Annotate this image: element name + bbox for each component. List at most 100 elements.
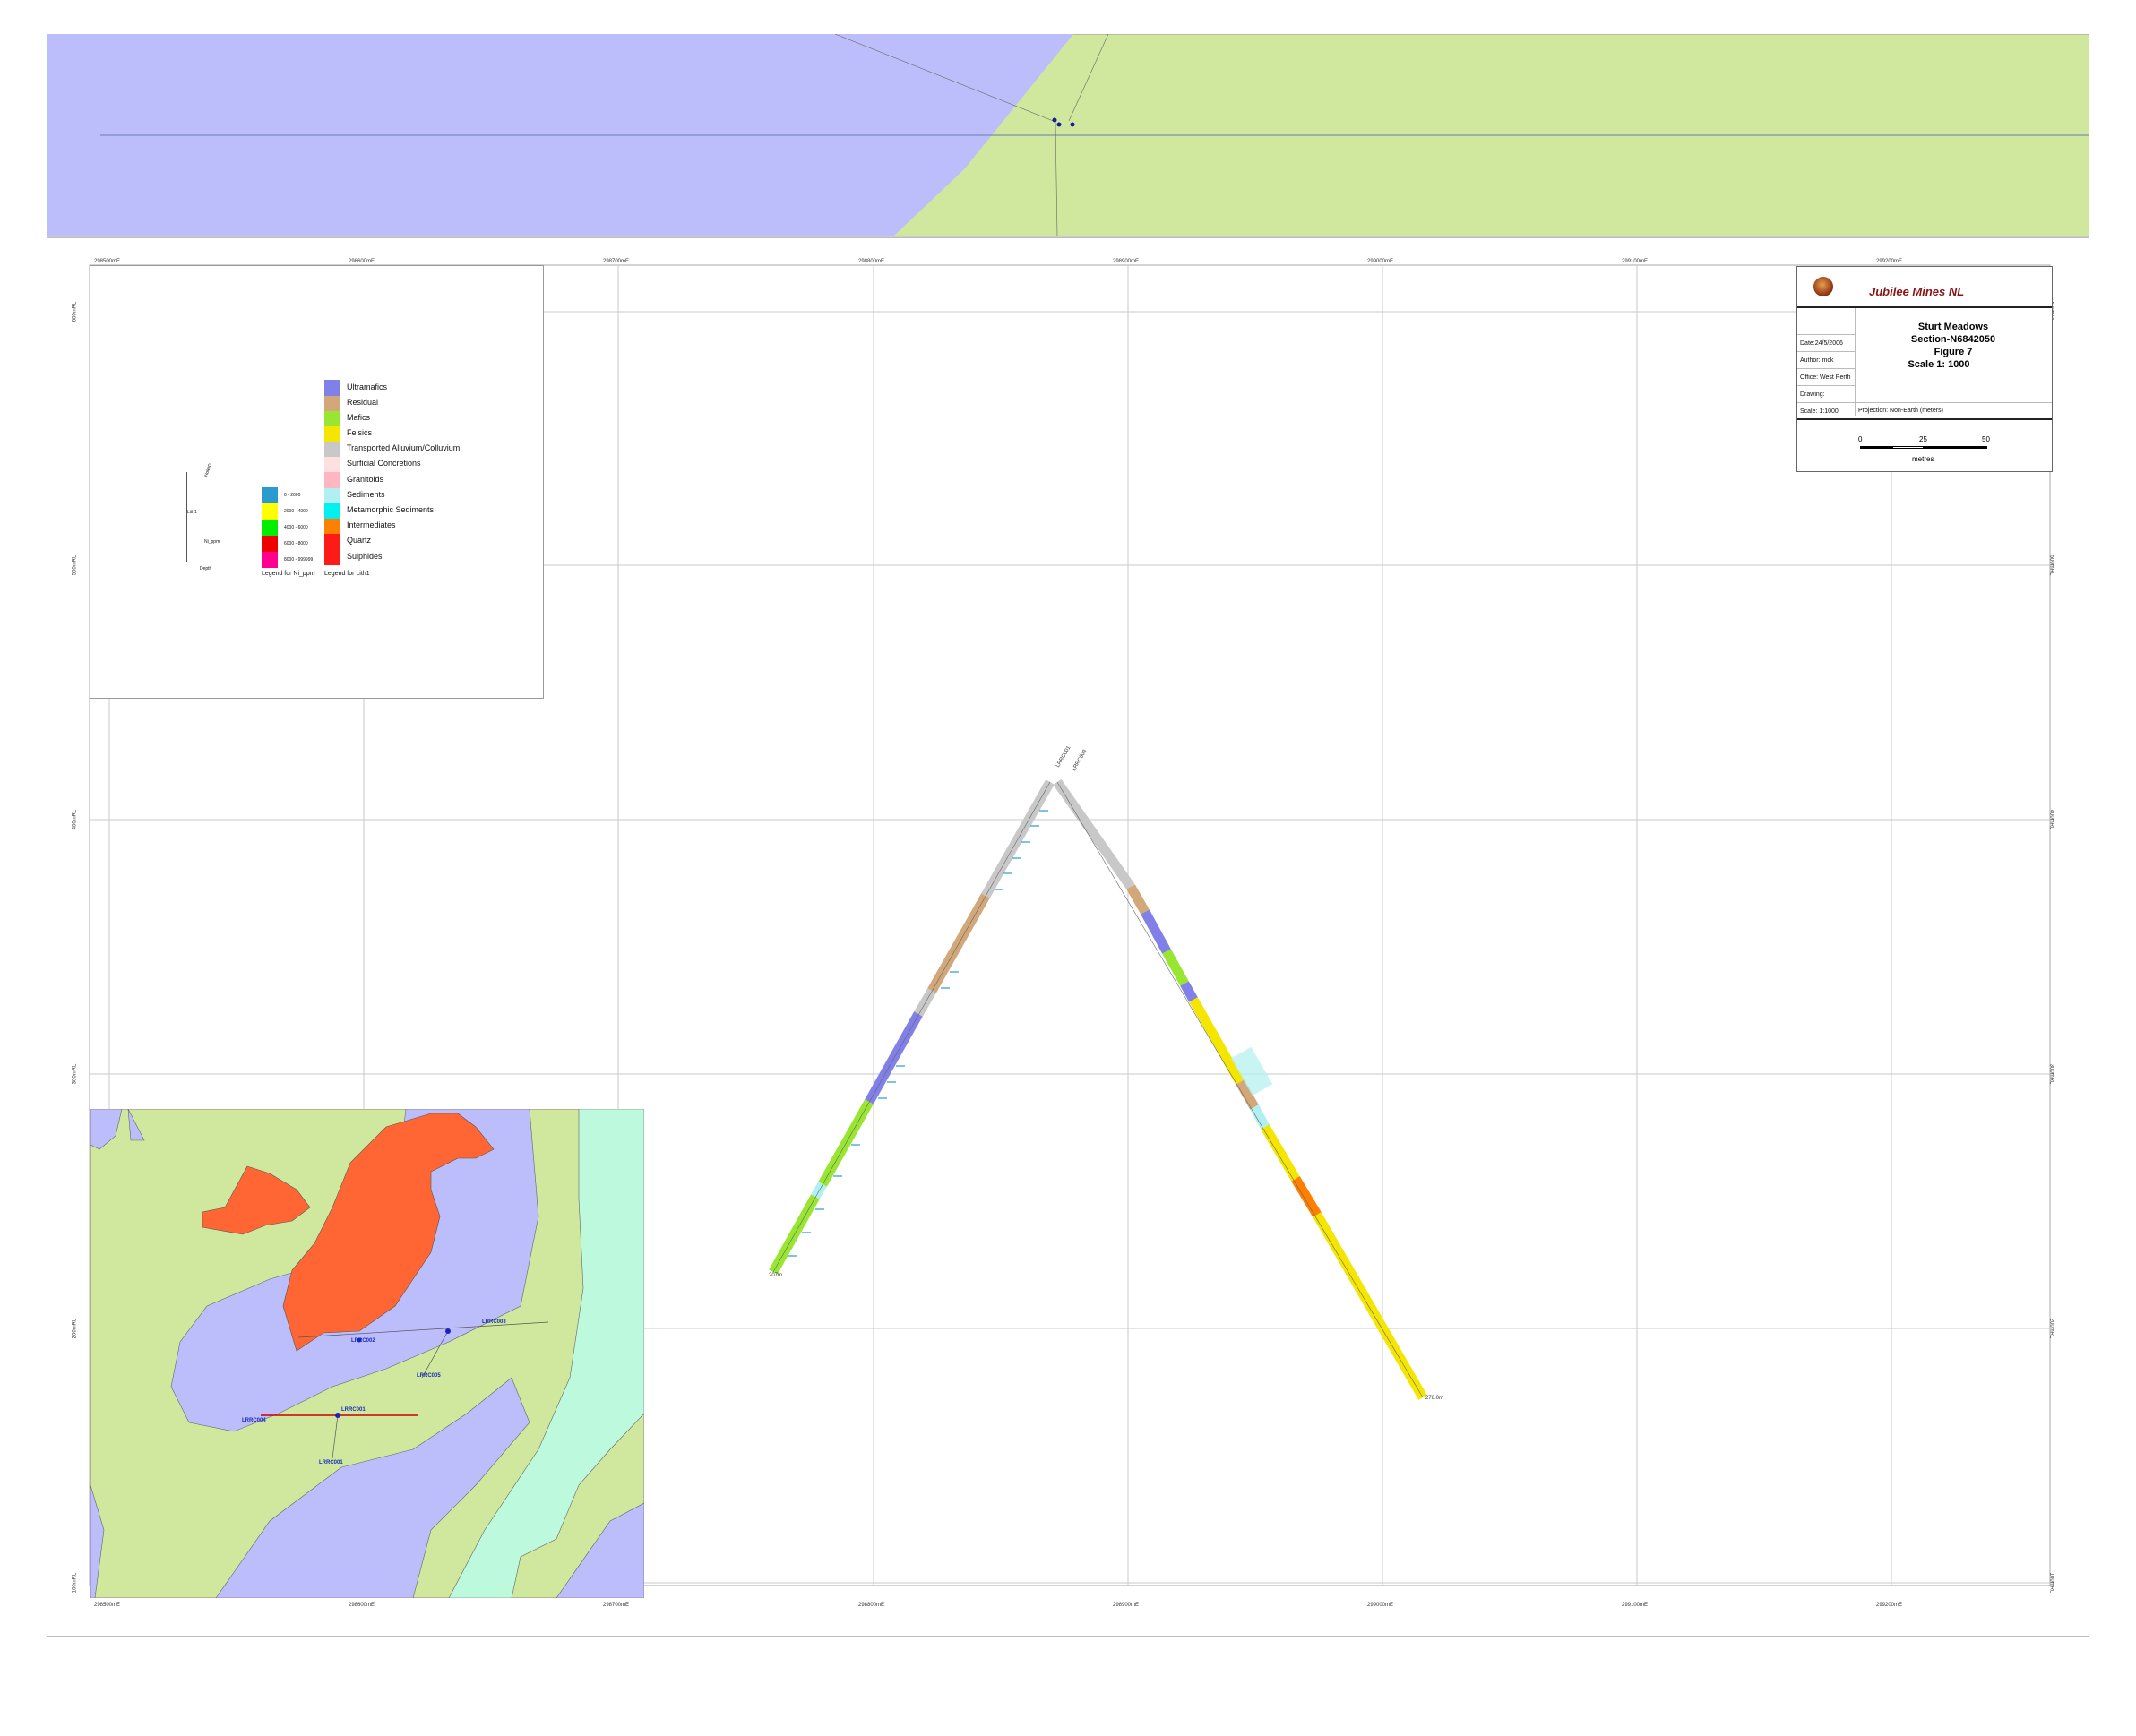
legend-label: 0 - 2000 [284, 493, 301, 498]
legend-label: Felsics [347, 428, 373, 437]
legend-label: Residual [347, 398, 379, 407]
inset-hole-label: LRRC001 [341, 1407, 366, 1413]
easting-label: 298700mE [603, 259, 630, 264]
trace-segment [1291, 1176, 1322, 1217]
legend-swatch [262, 503, 278, 520]
legend-label: Sulphides [347, 552, 383, 561]
trace-segment [1313, 1212, 1427, 1400]
legend-swatch [324, 488, 340, 504]
easting-label: 299200mE [1876, 1603, 1903, 1608]
drawing-field: Drawing: [1797, 385, 1855, 402]
legend-key-ni: Ni_ppm [204, 539, 220, 545]
legend-swatch [324, 549, 340, 565]
easting-label: 298900mE [1113, 259, 1140, 264]
legend-swatch [324, 380, 340, 396]
trace-segment [865, 1011, 923, 1104]
scalebar-label: 50 [1982, 435, 1990, 443]
legend-swatch [262, 552, 278, 568]
projection-field: Projection: Non-Earth (meters) [1858, 408, 1943, 414]
legend-swatch [324, 519, 340, 535]
legend-label: Mafics [347, 413, 371, 422]
legend-swatch [324, 396, 340, 412]
scalebar [1860, 446, 1987, 449]
inset-hole-label: LRRC005 [417, 1373, 441, 1379]
legend-label: 2000 - 4000 [284, 509, 308, 514]
legend-swatch [262, 536, 278, 552]
trace-segment [1261, 1124, 1300, 1182]
easting-label: 299000mE [1367, 259, 1394, 264]
drillhole-trace-left [769, 779, 1055, 1275]
scalebar-label: 25 [1919, 435, 1927, 443]
legend-caption: Legend for Ni_ppm [262, 571, 315, 577]
legend-swatch [324, 442, 340, 458]
hole-end-depth: 207m [769, 1273, 783, 1278]
trace-segment [1141, 909, 1171, 954]
legend-swatch [324, 411, 340, 427]
trace-segment [1053, 778, 1135, 890]
easting-label: 298800mE [858, 1603, 885, 1608]
inset-hole-label: LRRC003 [482, 1319, 506, 1325]
inset-map [90, 1109, 644, 1598]
easting-label: 299100mE [1622, 1603, 1649, 1608]
project-title: Sturt Meadows [1917, 322, 1989, 332]
legend-swatch [324, 457, 340, 473]
legend-swatch [262, 520, 278, 536]
legend-key-depth: Depth [200, 566, 212, 572]
legend-label: Quartz [347, 536, 372, 545]
easting-label: 298900mE [1113, 1603, 1140, 1608]
trace-segment [1236, 1079, 1259, 1110]
inset-hole-label: LRRC002 [351, 1338, 375, 1344]
hole-end-depth: 276.0m [1425, 1396, 1444, 1401]
easting-label: 299200mE [1876, 259, 1903, 264]
trace-segment [811, 1182, 827, 1199]
title-block: Jubilee Mines NL Sturt Meadows Section-N… [1796, 266, 2053, 472]
legend-panel: Ultramafics Residual Mafics Felsics Tran… [90, 265, 544, 699]
legend-label: Granitoids [347, 475, 384, 484]
section-frame [47, 237, 2089, 1637]
trace-segment [1189, 997, 1245, 1085]
legend-label: Sediments [347, 490, 385, 499]
ni-assay-ticks-left [788, 810, 1048, 1257]
easting-label: 298500mE [94, 259, 121, 264]
legend-key-lith: Lith1 [187, 510, 197, 515]
legend-label: Surficial Concretions [347, 459, 421, 468]
company-logo-icon [1813, 277, 1833, 296]
legend-label: Ultramafics [347, 382, 388, 391]
section-title: Section-N6842050 [1910, 334, 1996, 345]
legend-swatch [324, 503, 340, 520]
company-name: Jubilee Mines NL [1869, 285, 1965, 298]
plan-strip [47, 34, 2089, 237]
easting-label: 299000mE [1367, 1603, 1394, 1608]
inset-hole-label: LRRC004 [242, 1418, 266, 1423]
scalebar-label: 0 [1858, 435, 1863, 443]
trace-segment [1250, 1104, 1270, 1130]
easting-label: 298500mE [94, 1603, 121, 1608]
drillhole-trace-right [1053, 778, 1427, 1400]
date-field: Date:24/5/2006 [1797, 334, 1855, 351]
easting-label: 298800mE [858, 259, 885, 264]
collar-marker [1052, 117, 1057, 123]
trace-segment [1162, 949, 1189, 986]
legend-label: Metamorphic Sediments [347, 505, 435, 514]
legend-caption: Legend for Lith1 [324, 571, 370, 577]
legend-label: Intermediates [347, 520, 396, 529]
legend-swatch [262, 487, 278, 503]
trace-segment [1126, 884, 1150, 915]
easting-label: 298600mE [349, 1603, 375, 1608]
inset-hole-label: LRRC001 [319, 1460, 343, 1465]
legend-swatch [324, 426, 340, 443]
collar-marker [1056, 122, 1062, 127]
figure-title: Figure 7 [1934, 347, 1973, 357]
easting-label: 298700mE [603, 1603, 630, 1608]
scale-field: Scale: 1:1000 [1797, 402, 1855, 419]
collar-marker [1070, 122, 1075, 127]
easting-label: 298600mE [349, 259, 375, 264]
office-field: Office: West Perth [1797, 368, 1855, 385]
legend-label: 4000 - 6000 [284, 525, 308, 530]
legend-key-hole: HoleID [203, 462, 214, 478]
scale-title: Scale 1: 1000 [1908, 359, 1970, 370]
trace-segment [1180, 981, 1198, 1002]
scalebar-unit: metres [1912, 455, 1934, 463]
trace-segment [914, 988, 936, 1017]
